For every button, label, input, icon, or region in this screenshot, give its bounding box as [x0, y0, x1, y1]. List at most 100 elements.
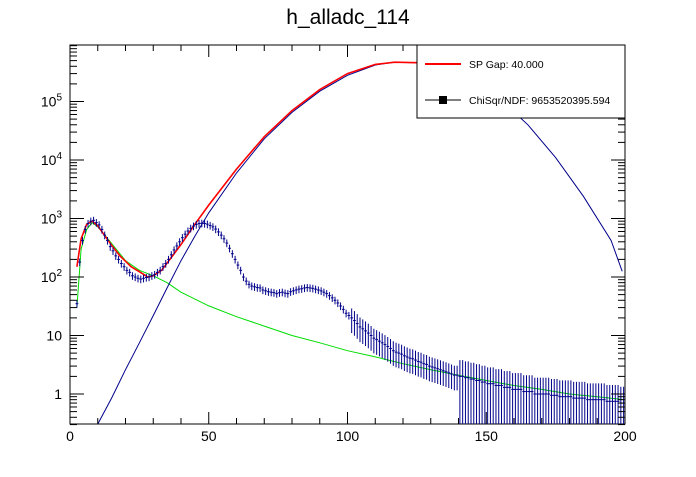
data-point — [230, 250, 234, 258]
data-point — [441, 361, 445, 386]
data-point — [583, 381, 587, 424]
y-tick-label: 10 — [46, 328, 62, 344]
data-point — [205, 220, 209, 229]
data-point — [339, 302, 342, 311]
data-point — [508, 371, 512, 424]
data-point — [447, 363, 451, 389]
data-point — [203, 219, 206, 228]
data-point — [111, 247, 115, 255]
x-tick-label: 200 — [613, 428, 637, 444]
data-point — [380, 333, 384, 358]
data-point — [425, 355, 428, 380]
data-point — [561, 380, 564, 424]
data-point — [197, 219, 201, 228]
data-point — [247, 280, 251, 289]
data-point — [158, 266, 162, 275]
data-point — [350, 308, 354, 334]
data-point — [400, 344, 404, 370]
data-point — [522, 375, 526, 424]
y-tick-label: 103 — [41, 210, 63, 227]
data-point — [83, 225, 87, 234]
data-point — [222, 235, 226, 243]
data-point — [97, 221, 101, 229]
data-point — [422, 354, 426, 379]
data-point — [311, 284, 315, 293]
y-axis-ticks: 1 10 102 103 104 105 — [41, 45, 625, 426]
data-point — [153, 271, 157, 279]
data-point — [486, 367, 490, 424]
data-point — [239, 266, 243, 275]
data-point — [175, 242, 179, 251]
data-point — [119, 259, 123, 268]
data-point — [144, 273, 148, 282]
data-point — [139, 275, 143, 284]
data-point — [192, 222, 195, 231]
data-point — [402, 346, 406, 371]
curve-background-fit — [76, 221, 626, 401]
data-point — [236, 261, 240, 270]
data-point — [211, 223, 215, 231]
data-point — [267, 288, 270, 296]
data-point — [472, 362, 476, 424]
data-point — [114, 252, 118, 260]
legend-label-chisqr: ChiSqr/NDF: 9653520395.594 — [469, 95, 610, 107]
data-point — [200, 219, 204, 228]
data-point — [208, 221, 212, 230]
data-point — [164, 259, 168, 268]
data-point — [253, 283, 256, 291]
data-point — [458, 360, 462, 424]
data-point — [516, 373, 520, 424]
data-point — [167, 255, 170, 264]
data-point — [275, 290, 279, 298]
data-point — [580, 381, 584, 424]
data-point — [280, 288, 284, 297]
data-point — [214, 225, 218, 234]
data-point — [92, 216, 95, 225]
data-point — [555, 378, 559, 424]
data-point — [378, 331, 381, 357]
data-point — [550, 378, 553, 424]
data-point — [131, 272, 134, 280]
data-point — [328, 292, 331, 300]
data-point — [272, 289, 276, 297]
data-point — [366, 323, 370, 349]
data-points — [75, 216, 626, 424]
data-point — [480, 365, 484, 424]
data-point — [439, 360, 442, 385]
data-point — [289, 288, 293, 296]
data-point — [355, 314, 359, 339]
data-point — [178, 238, 182, 246]
data-point — [297, 285, 301, 294]
data-point — [375, 330, 379, 355]
data-point — [427, 356, 431, 382]
data-point — [169, 251, 173, 259]
data-point — [89, 217, 93, 226]
chart-title: h_alladc_114 — [286, 6, 410, 29]
data-point — [544, 377, 548, 424]
data-point — [491, 367, 495, 424]
data-point — [278, 289, 281, 297]
data-point — [433, 358, 437, 384]
data-point — [572, 381, 576, 424]
data-point — [411, 349, 415, 374]
data-point — [150, 272, 154, 280]
data-point — [536, 377, 539, 424]
data-point — [347, 311, 351, 320]
data-point — [466, 361, 470, 424]
data-point — [172, 246, 176, 255]
data-point — [147, 273, 151, 282]
data-point — [322, 288, 326, 297]
data-point — [552, 378, 556, 424]
data-point — [547, 377, 551, 424]
data-point — [386, 337, 390, 362]
x-axis-ticks: 0 50 100 150 200 — [66, 45, 637, 444]
data-point — [563, 380, 567, 424]
data-point — [477, 364, 481, 424]
data-point — [228, 244, 231, 253]
data-point — [452, 365, 456, 391]
data-point — [300, 285, 304, 293]
data-point — [294, 286, 298, 295]
data-point — [416, 352, 420, 377]
data-point — [594, 383, 598, 424]
